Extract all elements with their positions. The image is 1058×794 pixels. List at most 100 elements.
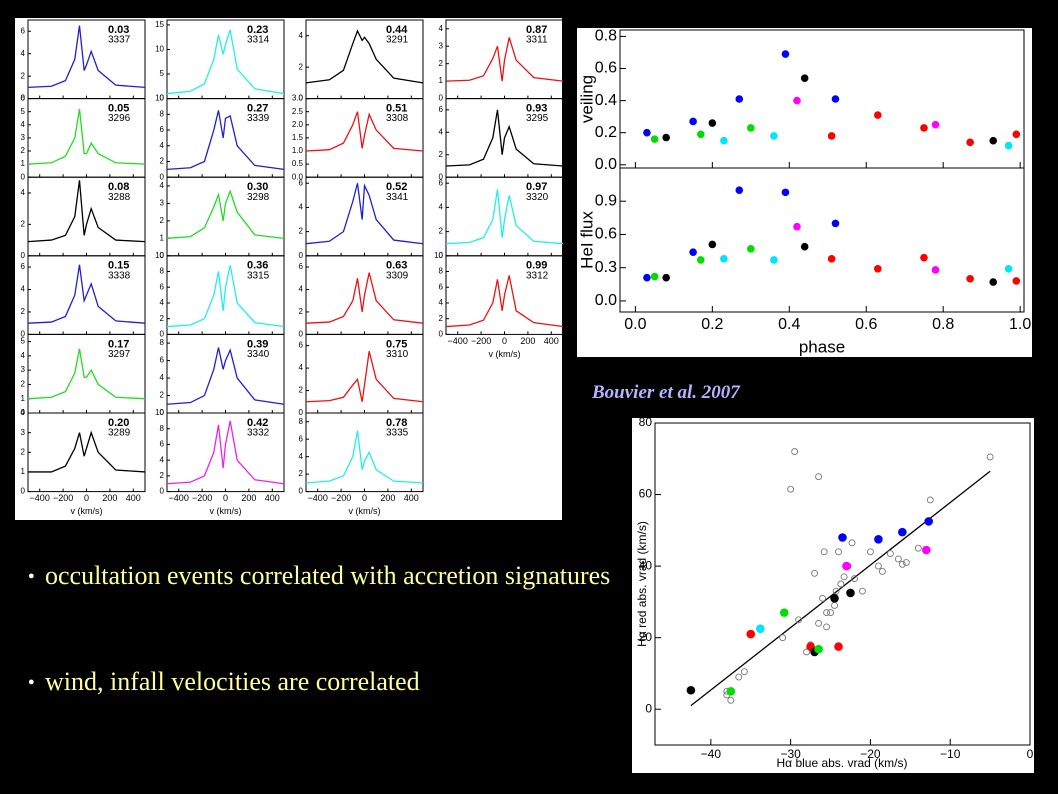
profile-line <box>305 111 424 152</box>
x-axis-label: v (km/s) <box>210 506 242 516</box>
x-tick-label: −400 <box>169 493 189 503</box>
id-label: 3338 <box>108 270 131 281</box>
y-tick-label: 2 <box>439 314 444 323</box>
profile-line <box>445 189 564 245</box>
y-tick-label: 0.5 <box>292 159 304 168</box>
y-tick-label: 2.5 <box>292 107 304 116</box>
phase-label: 0.15 <box>108 260 129 272</box>
open-point <box>832 587 840 595</box>
x-axis-label: v (km/s) <box>489 349 521 359</box>
x-tick-label: 0.6 <box>855 316 877 333</box>
point <box>1012 130 1021 139</box>
y-tick-label: 4 <box>160 181 165 190</box>
point <box>800 74 809 82</box>
x-tick-label: −20 <box>860 747 881 761</box>
y-tick-label: 8 <box>299 417 304 426</box>
phase-label: 0.05 <box>108 103 129 115</box>
y-tick-label: 2 <box>299 62 304 71</box>
y-tick-label: 6 <box>439 282 444 291</box>
phase-label: 0.30 <box>247 181 268 193</box>
profile-line <box>27 180 146 243</box>
point <box>747 245 755 253</box>
point <box>838 533 847 542</box>
y-tick-label: 1.5 <box>292 133 304 142</box>
open-point <box>819 594 827 602</box>
y-tick-label: 5 <box>21 107 26 116</box>
open-point <box>795 616 803 624</box>
point <box>793 222 801 231</box>
open-point <box>823 609 830 617</box>
profile-line <box>445 275 564 328</box>
point <box>720 136 728 145</box>
phase-label: 0.78 <box>386 417 407 429</box>
y-tick-label: 6 <box>299 178 304 187</box>
y-tick-label: 6 <box>439 105 444 114</box>
open-point <box>740 668 748 676</box>
y-tick-label: 15 <box>155 20 164 29</box>
y-tick-label: 0 <box>299 487 304 496</box>
y-tick-label: 0 <box>299 94 304 103</box>
point <box>735 186 744 194</box>
y-tick-label: 3 <box>439 41 444 50</box>
y-tick-label: 6 <box>299 262 304 271</box>
y-tick-label: 0 <box>21 94 26 103</box>
phase-label: 0.42 <box>247 417 268 429</box>
profile-line <box>28 430 146 473</box>
x-tick-label: 400 <box>544 336 559 346</box>
point <box>924 517 933 526</box>
open-point <box>926 496 934 504</box>
profile-line <box>27 108 146 165</box>
profile-line <box>27 348 146 400</box>
x-tick-label: 0.8 <box>932 316 954 333</box>
point <box>1004 265 1013 273</box>
y-tick-label: 6 <box>160 356 165 365</box>
y-tick-label: 0 <box>160 251 165 260</box>
profile-line <box>305 430 424 484</box>
open-point <box>848 539 856 547</box>
x-tick-label: −400 <box>308 493 328 503</box>
point <box>756 624 765 634</box>
open-point <box>894 555 902 563</box>
open-point <box>811 569 819 577</box>
phase-label: 0.93 <box>526 103 547 115</box>
y-tick-label: 4 <box>21 49 26 58</box>
point <box>697 256 705 264</box>
phase-label: 0.75 <box>386 338 407 350</box>
y-tick-label: 0.8 <box>595 28 617 45</box>
profile-line <box>27 264 146 324</box>
x-tick-label: −400 <box>30 493 50 503</box>
profile-line <box>445 109 564 167</box>
y-tick-label: 4 <box>299 31 304 40</box>
y-tick-label: 0.2 <box>595 124 617 141</box>
y-tick-label: 2 <box>160 314 165 323</box>
x-axis-label: v (km/s) <box>71 506 103 516</box>
y-tick-label: 0 <box>21 408 26 417</box>
y-tick-label: 3 <box>21 428 26 437</box>
y-tick-label: 0.3 <box>595 259 617 276</box>
x-tick-label: −10 <box>940 747 961 761</box>
profile-line <box>305 29 424 84</box>
x-tick-label: −200 <box>53 493 73 503</box>
y-tick-label: 4 <box>299 363 304 372</box>
phase-label: 0.44 <box>386 24 408 36</box>
y-tick-label: 0 <box>21 330 26 339</box>
x-tick-label: 400 <box>404 493 419 503</box>
id-label: 3296 <box>108 113 131 124</box>
y-tick-label: 6 <box>299 341 304 350</box>
y-tick-label: 0.6 <box>595 226 617 243</box>
phase-label: 0.23 <box>247 24 268 36</box>
phase-label: 0.87 <box>526 24 547 36</box>
id-label: 3310 <box>386 349 409 360</box>
point <box>643 273 651 282</box>
y-tick-label: 10 <box>155 45 164 54</box>
y-tick-label: 3.0 <box>292 94 304 103</box>
open-point <box>914 544 922 552</box>
y-tick-label: 2 <box>160 157 165 166</box>
x-tick-label: −200 <box>192 493 212 503</box>
profile-line <box>305 272 424 324</box>
y-tick-label: 8 <box>160 424 165 433</box>
y-tick-label: 4 <box>160 298 165 307</box>
point <box>831 95 840 103</box>
y-tick-label: 3 <box>21 133 26 142</box>
point <box>846 588 855 598</box>
